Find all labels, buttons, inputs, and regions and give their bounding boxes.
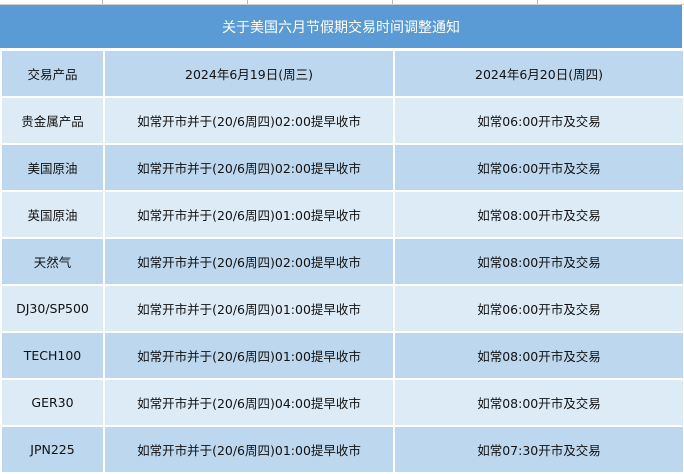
table-row: 贵金属产品 如常开市并于(20/6周四)02:00提早收市 如常06:00开市及交易	[0, 96, 684, 145]
product-cell: 贵金属产品	[0, 96, 105, 145]
june19-cell: 如常开市并于(20/6周四)01:00提早收市	[103, 190, 395, 239]
trading-schedule-table: 交易产品 2024年6月19日(周三) 2024年6月20日(周四) 贵金属产品…	[0, 49, 684, 474]
june19-cell: 如常开市并于(20/6周四)02:00提早收市	[103, 96, 395, 145]
spreadsheet-gridline-strip	[0, 0, 684, 5]
june20-cell: 如常08:00开市及交易	[393, 190, 684, 239]
table-row: 英国原油 如常开市并于(20/6周四)01:00提早收市 如常08:00开市及交易	[0, 190, 684, 239]
product-cell: DJ30/SP500	[0, 284, 105, 333]
june19-cell: 如常开市并于(20/6周四)04:00提早收市	[103, 378, 395, 427]
header-date-2: 2024年6月20日(周四)	[393, 49, 684, 98]
table-row: 天然气 如常开市并于(20/6周四)02:00提早收市 如常08:00开市及交易	[0, 237, 684, 286]
june19-cell: 如常开市并于(20/6周四)02:00提早收市	[103, 237, 395, 286]
june20-cell: 如常06:00开市及交易	[393, 143, 684, 192]
june19-cell: 如常开市并于(20/6周四)02:00提早收市	[103, 143, 395, 192]
june20-cell: 如常08:00开市及交易	[393, 237, 684, 286]
header-row: 交易产品 2024年6月19日(周三) 2024年6月20日(周四)	[0, 49, 684, 98]
product-cell: 天然气	[0, 237, 105, 286]
june19-cell: 如常开市并于(20/6周四)01:00提早收市	[103, 331, 395, 380]
june20-cell: 如常07:30开市及交易	[393, 425, 684, 474]
june20-cell: 如常06:00开市及交易	[393, 96, 684, 145]
header-date-1: 2024年6月19日(周三)	[103, 49, 395, 98]
june20-cell: 如常08:00开市及交易	[393, 378, 684, 427]
table-row: TECH100 如常开市并于(20/6周四)01:00提早收市 如常08:00开市及…	[0, 331, 684, 380]
product-cell: TECH100	[0, 331, 105, 380]
product-cell: 美国原油	[0, 143, 105, 192]
product-cell: 英国原油	[0, 190, 105, 239]
june20-cell: 如常06:00开市及交易	[393, 284, 684, 333]
header-product: 交易产品	[0, 49, 105, 98]
june20-cell: 如常08:00开市及交易	[393, 331, 684, 380]
product-cell: JPN225	[0, 425, 105, 474]
table-row: JPN225 如常开市并于(20/6周四)01:00提早收市 如常07:30开市及交…	[0, 425, 684, 474]
table-row: 美国原油 如常开市并于(20/6周四)02:00提早收市 如常06:00开市及交易	[0, 143, 684, 192]
table-row: GER30 如常开市并于(20/6周四)04:00提早收市 如常08:00开市及交易	[0, 378, 684, 427]
table-row: DJ30/SP500 如常开市并于(20/6周四)01:00提早收市 如常06:00…	[0, 284, 684, 333]
june19-cell: 如常开市并于(20/6周四)01:00提早收市	[103, 284, 395, 333]
product-cell: GER30	[0, 378, 105, 427]
june19-cell: 如常开市并于(20/6周四)01:00提早收市	[103, 425, 395, 474]
notice-title: 关于美国六月节假期交易时间调整通知	[0, 5, 682, 48]
